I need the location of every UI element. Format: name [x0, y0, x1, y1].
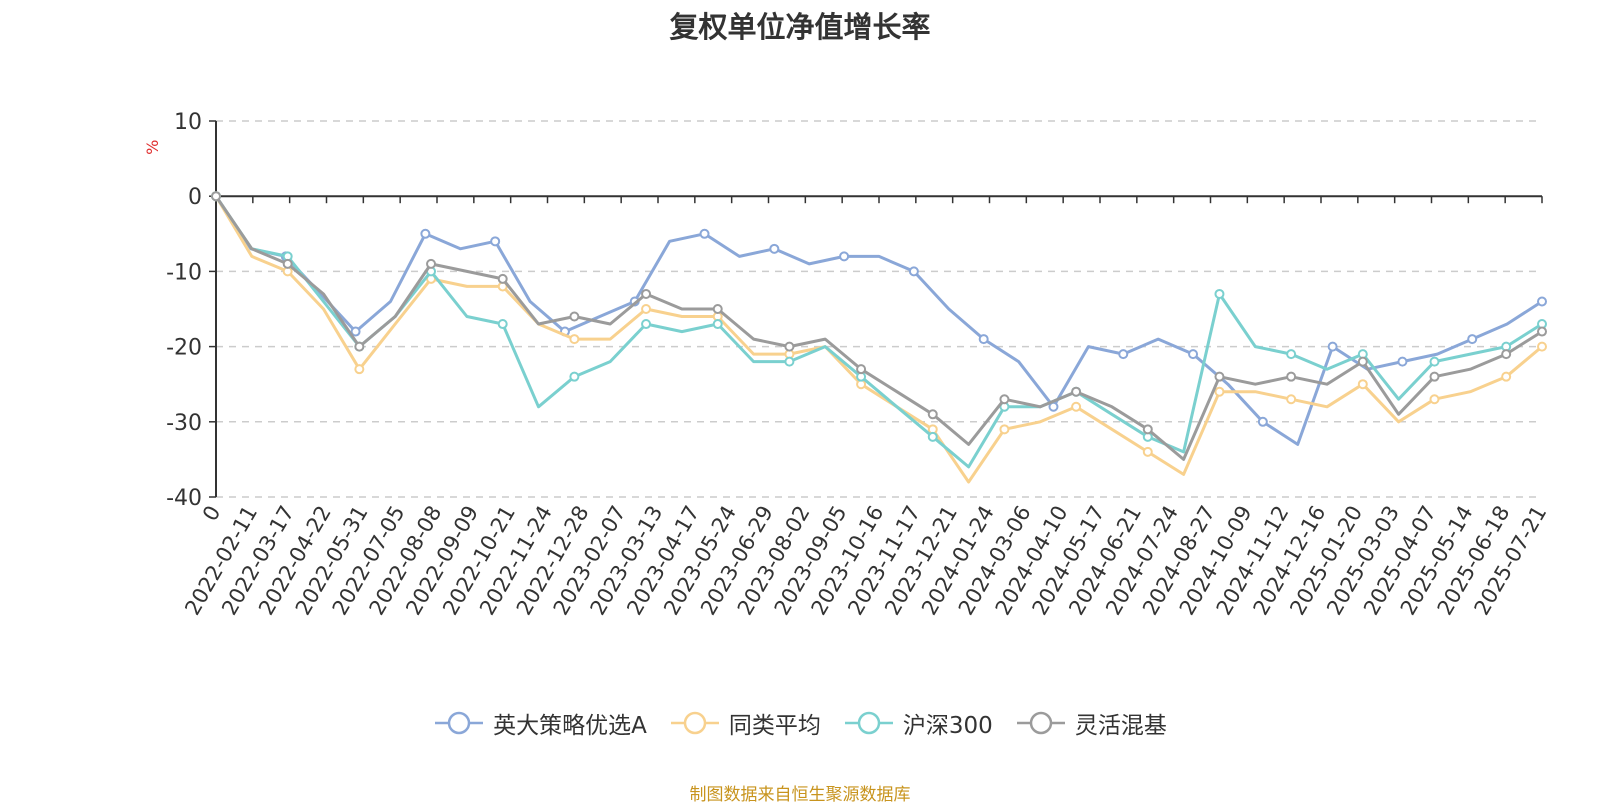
y-tick-label: -40	[166, 486, 202, 511]
y-tick-label: -20	[166, 336, 202, 361]
data-point	[1429, 371, 1440, 382]
data-point	[1501, 371, 1512, 382]
y-tick-label: -10	[166, 260, 202, 285]
data-point	[350, 326, 361, 337]
legend-marker-icon	[1016, 711, 1065, 735]
data-point	[1142, 424, 1153, 435]
data-point	[1286, 394, 1297, 405]
legend-item-2[interactable]: 沪深300	[843, 706, 993, 740]
data-point	[1429, 356, 1440, 367]
legend-item-1[interactable]: 同类平均	[669, 706, 821, 740]
data-point	[856, 364, 867, 375]
series-line-1	[214, 195, 1543, 484]
data-point	[712, 319, 723, 330]
data-point	[1214, 371, 1225, 382]
data-point	[1071, 401, 1082, 412]
data-point	[354, 364, 365, 375]
data-point	[908, 266, 919, 277]
y-tick-label: 0	[188, 185, 202, 210]
legend-marker-icon	[670, 711, 719, 735]
data-point	[1118, 349, 1129, 360]
data-point	[784, 341, 795, 352]
data-point	[1467, 334, 1478, 345]
data-point	[1429, 394, 1440, 405]
data-point	[1357, 356, 1368, 367]
data-point	[1501, 349, 1512, 360]
data-point	[1071, 386, 1082, 397]
data-point	[1214, 288, 1225, 299]
data-point	[497, 273, 508, 284]
legend-label: 英大策略优选A	[493, 713, 647, 739]
data-point	[641, 304, 652, 314]
data-point	[497, 319, 508, 330]
data-point	[282, 258, 293, 269]
legend-item-0[interactable]: 英大策略优选A	[433, 706, 647, 740]
chart-title: 复权单位净值增长率	[669, 10, 931, 44]
data-point	[641, 288, 652, 299]
axes	[209, 120, 1543, 498]
data-point	[1188, 349, 1199, 360]
data-point	[999, 394, 1010, 405]
data-point	[839, 251, 850, 262]
data-point	[641, 319, 652, 330]
data-point	[1257, 416, 1268, 427]
series-line-3	[214, 195, 1543, 461]
data-point	[569, 371, 580, 382]
data-point	[927, 431, 938, 442]
data-point	[1537, 296, 1547, 307]
legend-label: 灵活混基	[1074, 713, 1167, 739]
data-point	[1286, 371, 1297, 382]
data-point	[420, 228, 431, 239]
data-point	[1537, 326, 1547, 337]
legend-marker-icon	[844, 711, 893, 735]
series-line-0	[214, 195, 1543, 446]
legend-label: 同类平均	[728, 713, 821, 739]
data-point	[699, 228, 710, 239]
data-point	[1286, 349, 1297, 360]
data-point	[1142, 446, 1153, 457]
legend-label: 沪深300	[902, 713, 993, 739]
data-point	[1537, 341, 1547, 352]
y-tick-label: -30	[166, 411, 202, 436]
data-point	[569, 311, 580, 322]
data-point	[211, 191, 221, 202]
data-point	[490, 236, 501, 247]
data-point	[1397, 356, 1408, 367]
data-point	[569, 334, 580, 345]
data-point	[426, 258, 437, 269]
legend: 英大策略优选A 同类平均 沪深300 灵活混基	[0, 706, 1600, 740]
data-point	[784, 356, 795, 367]
legend-item-3[interactable]: 灵活混基	[1015, 706, 1167, 740]
data-point	[712, 304, 723, 314]
data-point	[354, 341, 365, 352]
y-axis-label: %	[143, 140, 162, 155]
data-point	[1327, 341, 1338, 352]
data-point	[769, 243, 780, 254]
data-point	[927, 409, 938, 420]
data-point	[999, 424, 1010, 435]
source-note: 制图数据来自恒生聚源数据库	[689, 785, 911, 805]
x-tick-label: 0	[198, 502, 225, 526]
y-tick-label: 10	[174, 110, 202, 135]
data-point	[1357, 379, 1368, 390]
legend-marker-icon	[435, 711, 484, 735]
series-lines	[211, 191, 1547, 484]
series-line-2	[214, 195, 1543, 469]
grid-lines	[216, 120, 1542, 498]
data-point	[978, 334, 989, 345]
data-point	[1214, 386, 1225, 397]
